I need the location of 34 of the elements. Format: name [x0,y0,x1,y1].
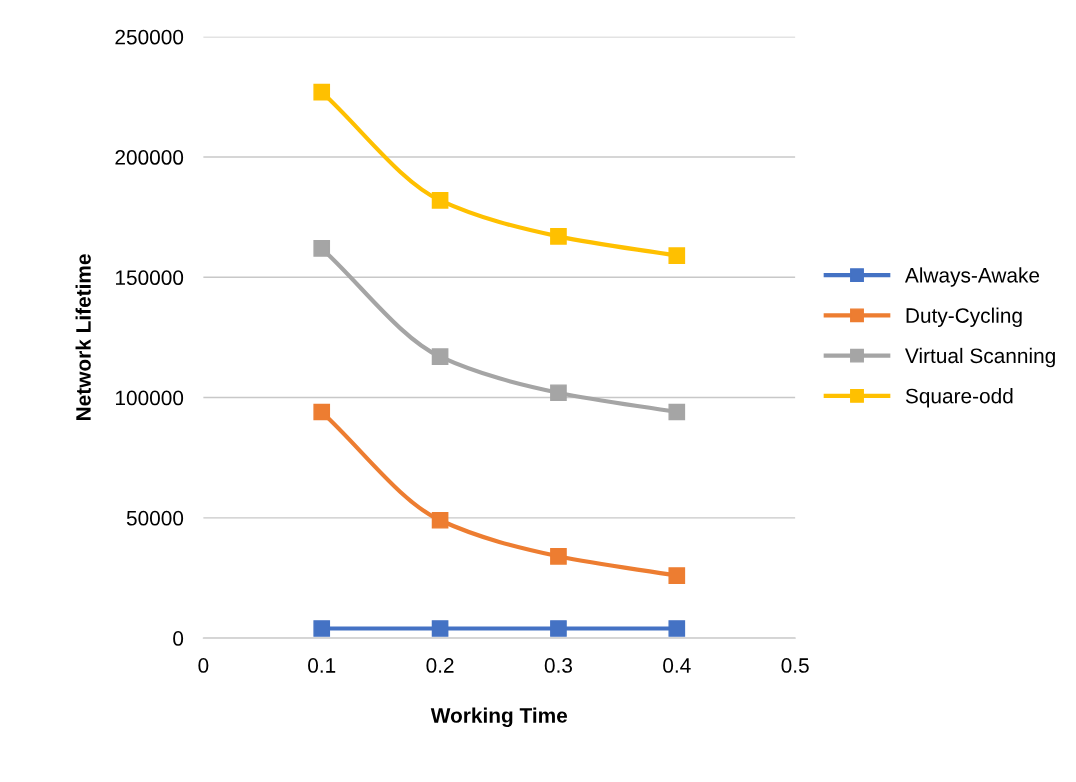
legend-label: Always-Awake [904,267,1040,287]
y-tick-label: 250000 [115,29,184,45]
point [550,228,567,245]
point [431,348,449,366]
point [550,384,567,402]
point [431,191,449,209]
point [668,620,686,637]
point [668,403,686,421]
point [431,620,449,637]
point [313,403,331,421]
point [550,620,567,637]
point [550,547,567,565]
point [431,511,449,529]
x-tick-label: 0.1 [308,658,336,673]
x-tick-label: 0.3 [544,658,573,673]
y-tick-label: 200000 [115,150,184,165]
point [313,240,331,257]
point [313,620,331,637]
legend-label: Virtual Scanning [905,347,1055,368]
legend-label: Square-odd [905,388,1013,408]
y-tick-label: 150000 [116,270,184,286]
point [668,567,686,584]
x-tick-label: 0 [198,658,209,673]
y-tick-label: 0 [173,631,184,646]
x-tick-label: 0.4 [663,658,691,673]
y-tick-label: 50000 [126,510,184,526]
y-tick-label: 100000 [116,390,184,406]
legend-label: Duty-Cycling [906,307,1022,328]
point [668,247,686,264]
point [313,83,331,101]
x-axis-title: Working Time [430,707,568,728]
x-tick-label: 0.5 [781,658,809,673]
x-tick-label: 0.2 [426,658,454,673]
y-axis-title: Network Lifetime [75,254,91,420]
